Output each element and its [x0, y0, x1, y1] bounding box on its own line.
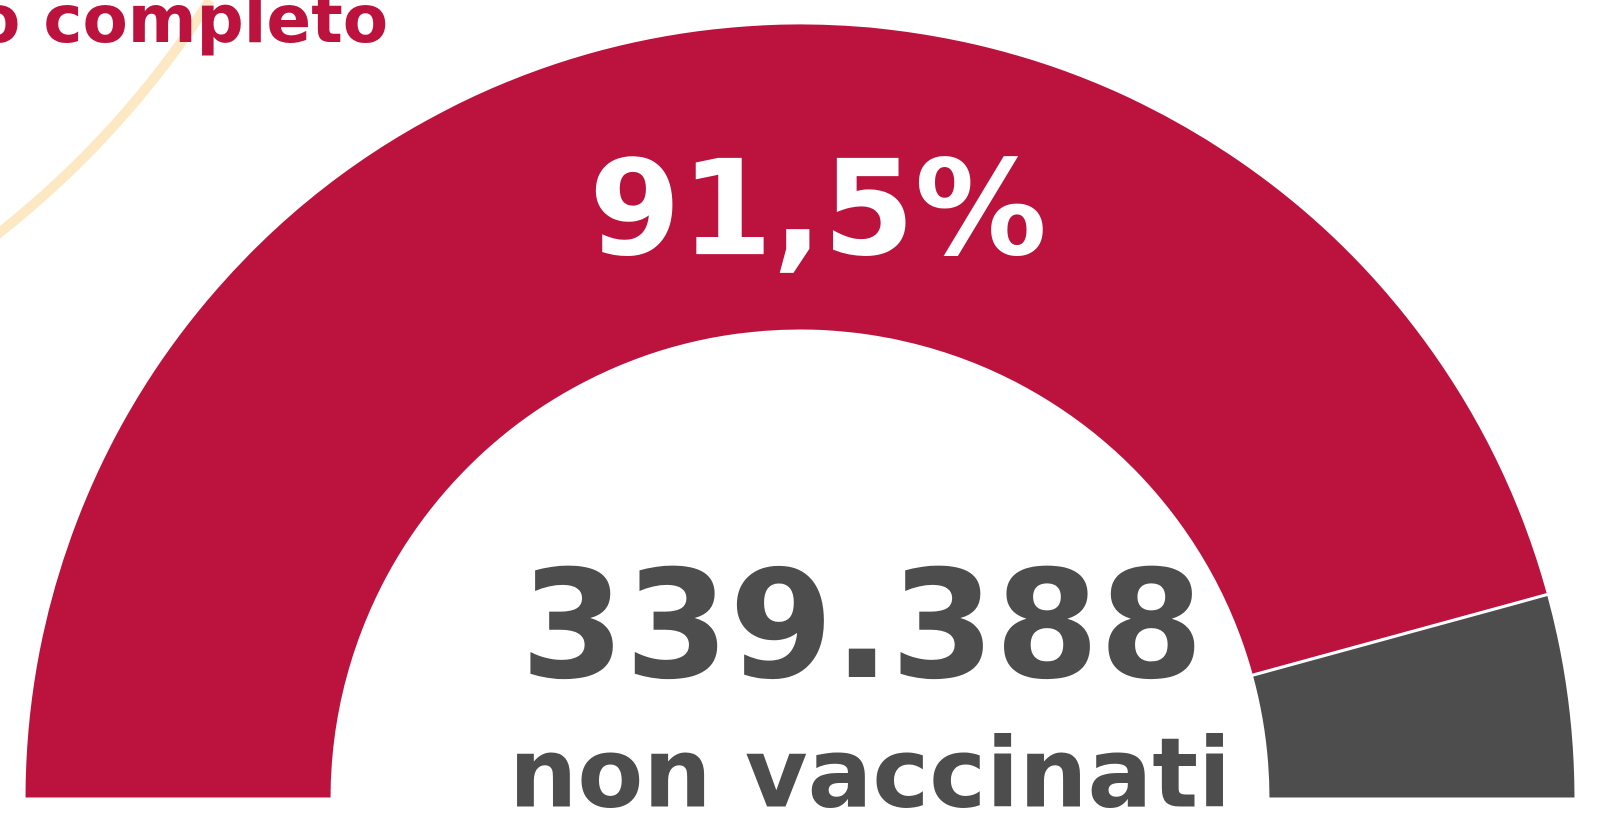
gauge — [22, 21, 1578, 801]
annotation-text: non vaccinati — [509, 717, 1231, 823]
decorative-arc — [0, 0, 215, 239]
chart-title: o completo — [0, 0, 388, 58]
gauge-segment — [22, 21, 1551, 801]
value-label: 91,5% — [589, 132, 1047, 286]
gauge-segment — [1249, 592, 1578, 801]
annotation-number: 339.388 — [520, 539, 1203, 713]
